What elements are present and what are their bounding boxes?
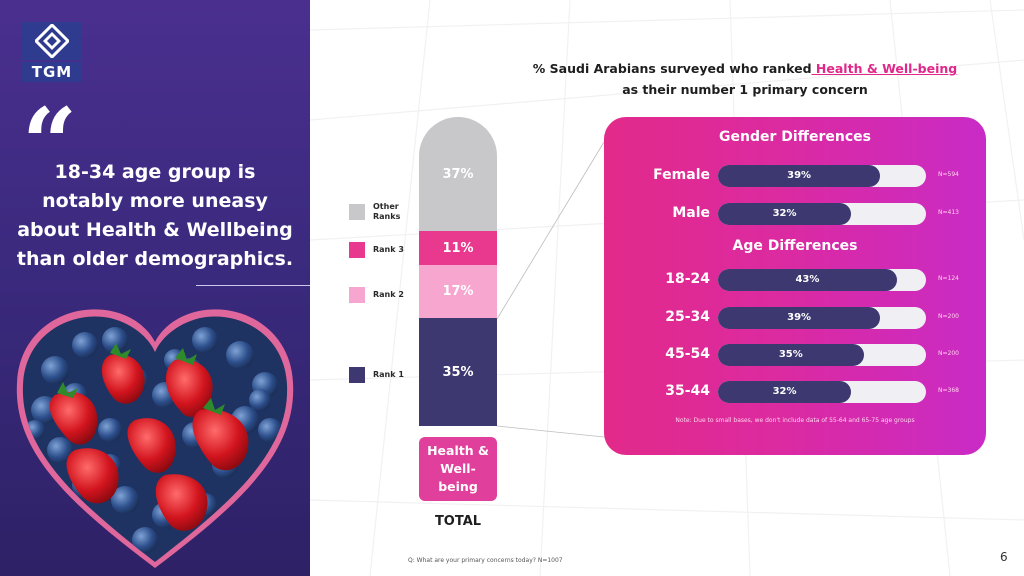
category-label-line: Health &: [427, 443, 489, 458]
bar-fill: 35%: [718, 344, 864, 366]
chart-title: % Saudi Arabians surveyed who ranked Hea…: [470, 58, 1020, 100]
page-number: 6: [1000, 550, 1008, 564]
chart-title-line1: % Saudi Arabians surveyed who ranked Hea…: [470, 58, 1020, 79]
segment-label: 11%: [442, 240, 474, 256]
legend-label: Rank 3: [373, 245, 404, 254]
bar-fill: 39%: [718, 165, 881, 187]
legend-label: Rank 2: [373, 290, 404, 299]
bar-track: 39%: [718, 165, 926, 187]
legend-other-ranks: Other Ranks: [349, 202, 407, 222]
bar-track: 32%: [718, 203, 926, 225]
row-label: 45-54: [665, 346, 710, 362]
bar-fill: 39%: [718, 307, 881, 329]
differences-panel: Gender Differences Female 39% N=594 Male 32%…: [604, 117, 986, 455]
row-label: Female: [653, 167, 710, 183]
title-prefix: % Saudi Arabians surveyed who ranked: [532, 61, 812, 76]
segment-label: 37%: [442, 166, 474, 182]
headline-line: notably more uneasy: [42, 190, 268, 212]
row-label: 35-44: [665, 383, 710, 399]
base-size-label: N=594: [938, 171, 959, 178]
segment-label: 17%: [442, 284, 474, 299]
berries-heart-image: [16, 309, 294, 568]
panel-note: Note: Due to small bases, we don't inclu…: [675, 417, 915, 424]
chart-title-line2: as their number 1 primary concern: [622, 82, 868, 97]
quote-icon: “: [22, 87, 78, 200]
headline: 18-34 age group is notably more uneasy a…: [0, 158, 310, 274]
category-label-line: Well-: [440, 461, 476, 476]
legend-rank-1: Rank 1: [349, 367, 404, 383]
row-label: 18-24: [665, 271, 710, 287]
bar-track: 39%: [718, 307, 926, 329]
headline-line: 18-34 age group is: [54, 161, 256, 183]
divider: [196, 285, 310, 286]
legend-swatch-rank3: [349, 242, 365, 258]
seg-rank-2: 17%: [419, 265, 497, 318]
legend-rank-2: Rank 2: [349, 287, 404, 303]
tgm-logo: TGM: [22, 22, 82, 82]
seg-rank-1: 35%: [419, 318, 497, 426]
left-panel: TGM “ 18-34 age group is notably more un…: [0, 0, 310, 576]
bar-track: 35%: [718, 344, 926, 366]
headline-line: than older demographics.: [16, 248, 294, 270]
legend-label: Rank 1: [373, 370, 404, 379]
legend-rank-3: Rank 3: [349, 242, 404, 258]
bar-fill: 32%: [718, 203, 852, 225]
bar-fill: 43%: [718, 269, 897, 291]
seg-other-ranks: 37%: [419, 117, 497, 231]
x-axis-label: TOTAL: [434, 514, 482, 529]
base-size-label: N=200: [938, 350, 959, 357]
gender-section-title: Gender Differences: [719, 129, 871, 145]
diamond-logo-icon: [22, 22, 82, 60]
title-highlight: Health & Well-being: [811, 61, 958, 76]
row-label: Male: [672, 205, 710, 221]
legend-label: Other Ranks: [373, 202, 401, 221]
legend-swatch-other: [349, 204, 365, 220]
seg-rank-3: 11%: [419, 231, 497, 265]
logo-text: TGM: [22, 62, 82, 82]
legend-swatch-rank1: [349, 367, 365, 383]
segment-label: 35%: [442, 364, 474, 380]
headline-line: about Health & Wellbeing: [17, 219, 293, 241]
bar-track: 43%: [718, 269, 926, 291]
row-label: 25-34: [665, 309, 710, 325]
category-label-box: Health & Well- being: [419, 437, 497, 501]
base-size-label: N=200: [938, 313, 959, 320]
bar-fill: 32%: [718, 381, 852, 403]
survey-question: Q: What are your primary concerns today?…: [408, 557, 563, 564]
bar-track: 32%: [718, 381, 926, 403]
legend-swatch-rank2: [349, 287, 365, 303]
base-size-label: N=368: [938, 387, 959, 394]
age-section-title: Age Differences: [732, 238, 858, 254]
base-size-label: N=124: [938, 275, 959, 282]
category-label-line: being: [438, 479, 478, 494]
base-size-label: N=413: [938, 209, 959, 216]
stacked-bar: 35% 17% 11% 37%: [419, 117, 497, 426]
